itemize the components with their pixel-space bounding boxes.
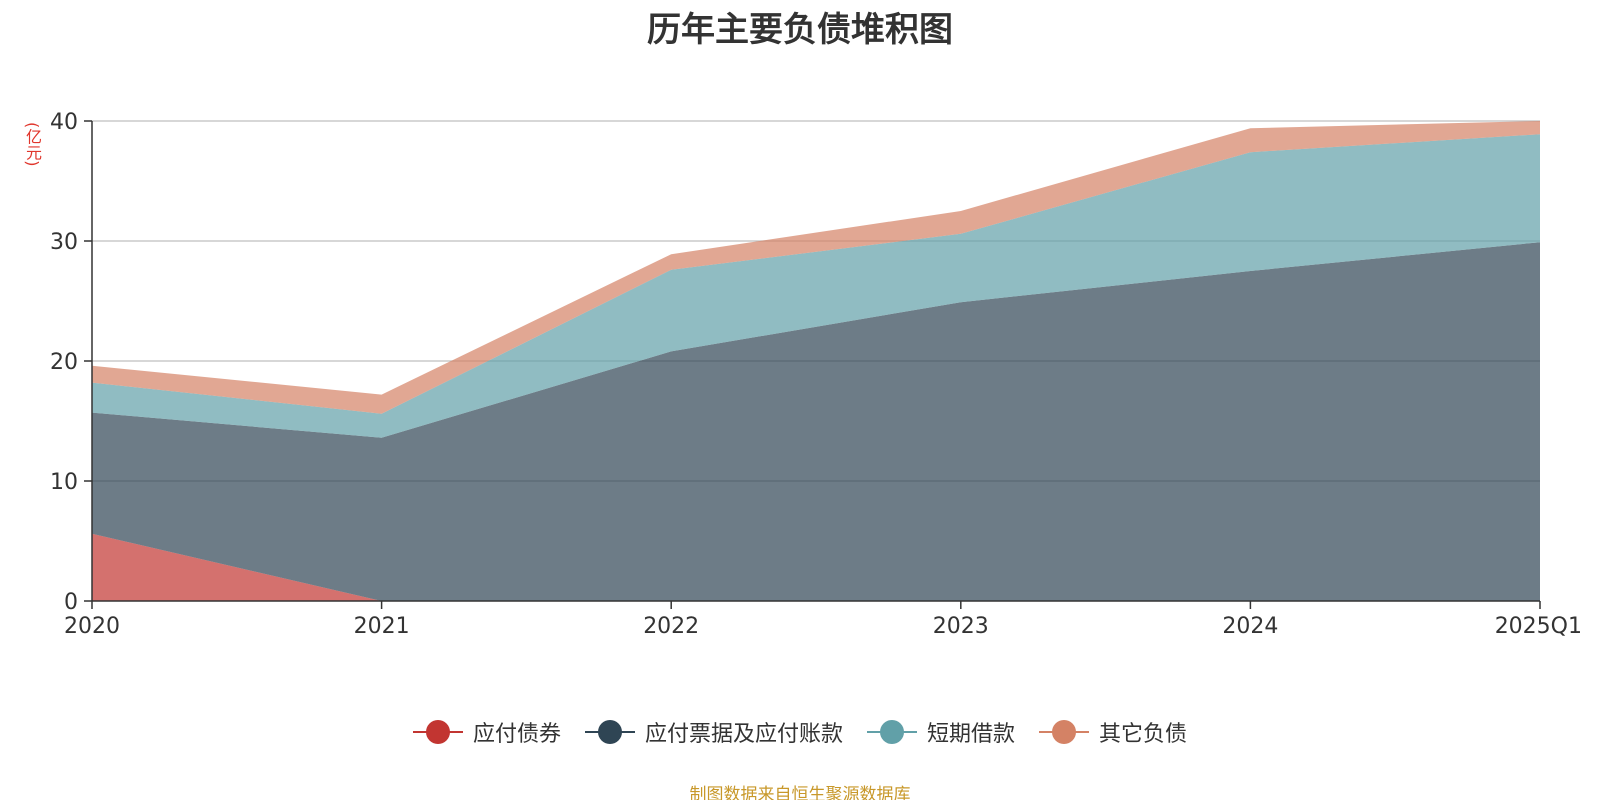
legend-item-2[interactable]: 短期借款 (867, 716, 1015, 748)
legend-item-3[interactable]: 其它负债 (1039, 716, 1187, 748)
x-tick-label-2022: 2022 (643, 614, 699, 639)
legend-item-0[interactable]: 应付债券 (413, 716, 561, 748)
legend-label: 其它负债 (1099, 716, 1187, 748)
x-tick-label-2024: 2024 (1222, 614, 1278, 639)
legend-swatch-icon (867, 720, 917, 744)
x-tick-label-2021: 2021 (354, 614, 410, 639)
y-tick-label-40: 40 (50, 110, 78, 135)
legend-swatch-icon (1039, 720, 1089, 744)
legend-swatch-icon (585, 720, 635, 744)
source-note: 制图数据来自恒生聚源数据库 (0, 780, 1600, 800)
y-tick-label-0: 0 (64, 590, 78, 615)
y-tick-label-10: 10 (50, 470, 78, 495)
legend-label: 应付债券 (473, 716, 561, 748)
x-tick-label-2023: 2023 (933, 614, 989, 639)
x-tick-label-2020: 2020 (64, 614, 120, 639)
legend-label: 应付票据及应付账款 (645, 716, 843, 748)
y-tick-label-30: 30 (50, 230, 78, 255)
legend: 应付债券 应付票据及应付账款 短期借款 其它负债 (0, 716, 1600, 748)
legend-swatch-icon (413, 720, 463, 744)
legend-label: 短期借款 (927, 716, 1015, 748)
x-tick-label-2025Q1: 2025Q1 (1495, 614, 1582, 639)
legend-item-1[interactable]: 应付票据及应付账款 (585, 716, 843, 748)
y-tick-label-20: 20 (50, 350, 78, 375)
